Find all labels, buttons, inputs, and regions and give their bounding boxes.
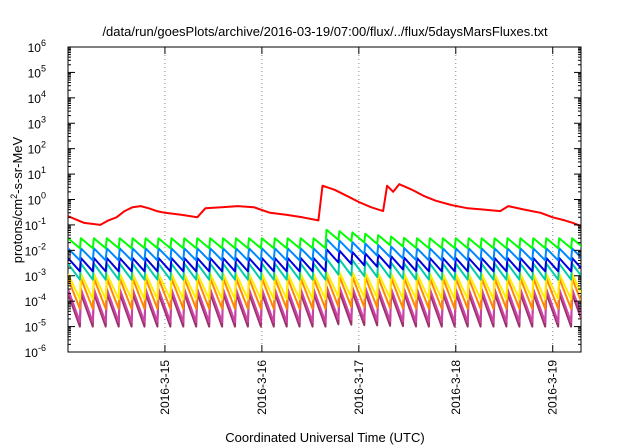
y-tick-label: 105 [28, 63, 46, 80]
y-tick-label: 103 [28, 114, 46, 131]
series-line [68, 228, 581, 250]
series-line [68, 270, 581, 301]
y-tick-label: 10-4 [25, 292, 46, 309]
series-line [68, 238, 581, 262]
x-grid [164, 47, 554, 352]
series-layer [68, 183, 581, 328]
x-tick-label: 2016-3-18 [449, 360, 463, 415]
x-axis: 2016-3-15 2016-3-16 2016-3-17 2016-3-18 2016… [158, 47, 560, 415]
y-axis-label: protons/cm2-s-sr-MeV [9, 136, 25, 263]
y-tick-label: 100 [28, 191, 46, 208]
x-tick-label: 2016-3-17 [352, 360, 366, 415]
y-tick-label: 10-5 [25, 318, 46, 335]
y-axis: 10-6 10-5 10-4 10-3 10-2 10-1 100 101 102 103 104 1… [25, 38, 581, 360]
y-tick-label: 101 [28, 165, 46, 182]
chart-title: /data/run/goesPlots/archive/2016-03-19/0… [102, 24, 548, 39]
series-line [68, 183, 581, 228]
series-line [68, 248, 581, 273]
x-tick-label: 2016-3-15 [158, 360, 172, 415]
y-tick-label: 10-3 [25, 267, 46, 284]
y-tick-label: 10-6 [25, 343, 46, 360]
y-tick-label: 10-2 [25, 241, 46, 258]
y-tick-label: 10-1 [25, 216, 46, 233]
y-tick-label: 104 [28, 89, 46, 106]
x-tick-label: 2016-3-16 [255, 360, 269, 415]
x-axis-label: Coordinated Universal Time (UTC) [225, 430, 424, 445]
y-tick-label: 102 [28, 140, 46, 157]
x-tick-label: 2016-3-19 [546, 360, 560, 415]
y-tick-label: 106 [28, 38, 46, 55]
